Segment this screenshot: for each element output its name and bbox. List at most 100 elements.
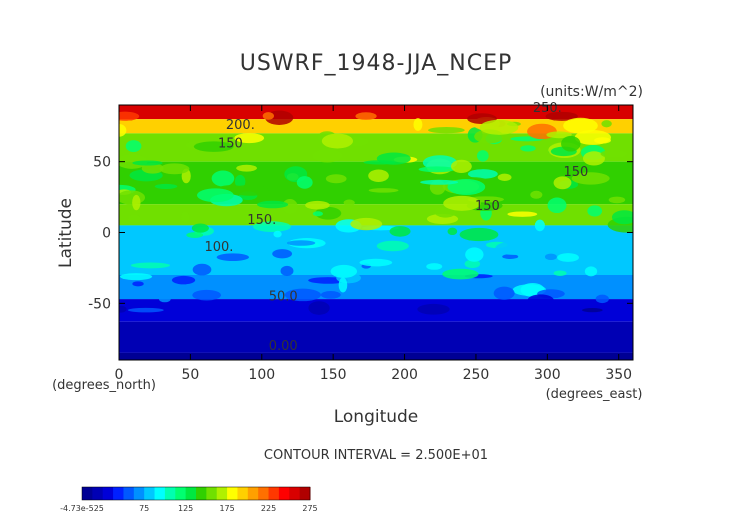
field-patch: [594, 195, 609, 203]
field-patch: [286, 240, 316, 246]
field-patch: [183, 283, 194, 292]
field-patch: [474, 164, 486, 170]
field-patch: [191, 223, 209, 233]
colorbar-swatch: [102, 487, 114, 500]
contour-label: 150: [218, 137, 243, 152]
field-patch: [132, 281, 144, 287]
colorbar-tick-label: -4.73e-525: [60, 504, 104, 513]
colorbar-swatch: [289, 487, 301, 500]
field-patch: [338, 277, 348, 293]
colorbar-swatch: [299, 487, 311, 500]
field-patch: [443, 195, 481, 211]
colorbar: -4.73e-525 75 125 175 225 275: [60, 486, 318, 513]
y-axis-label: Latitude: [56, 198, 76, 268]
colorbar-swatch: [227, 487, 238, 500]
contour-label: 100.: [204, 240, 233, 255]
field-patch: [596, 168, 631, 175]
field-patch: [581, 308, 603, 313]
field-patch: [262, 112, 275, 120]
field-patch: [132, 194, 141, 211]
field-patch: [426, 263, 443, 270]
field-patch: [547, 197, 567, 214]
field-patch: [355, 112, 377, 121]
contour-label: 200.: [226, 118, 255, 133]
field-patch: [417, 303, 450, 315]
field-patch: [442, 268, 479, 280]
field-patch: [571, 172, 610, 185]
field-patch: [447, 227, 458, 236]
field-patch: [236, 164, 257, 172]
colorbar-swatch: [206, 487, 218, 500]
field-patch: [563, 117, 598, 134]
field-patch: [257, 200, 289, 209]
field-patch: [459, 227, 499, 242]
field-patch: [534, 219, 545, 232]
field-patch: [220, 185, 243, 190]
x-axis-label: Longitude: [334, 407, 419, 427]
field-patch: [180, 211, 190, 223]
field-patch: [359, 258, 393, 267]
field-patch: [603, 277, 633, 284]
field-patch: [587, 205, 603, 217]
colorbar-swatch: [154, 487, 166, 500]
field-patch: [308, 301, 330, 315]
field-patch: [497, 173, 512, 181]
colorbar-swatch: [185, 487, 197, 500]
field-patch: [376, 240, 409, 252]
field-patch: [320, 290, 341, 299]
field-patch: [467, 169, 498, 179]
field-patch: [464, 259, 481, 269]
field-patch: [234, 174, 246, 189]
colorbar-swatch: [82, 487, 93, 500]
colorbar-swatch: [216, 487, 228, 500]
field-patch: [256, 175, 265, 182]
field-patch: [186, 232, 204, 238]
y-tick-label: 0: [102, 226, 111, 242]
colorbar-swatch: [133, 487, 145, 500]
field-patch: [192, 289, 221, 301]
field-patch: [159, 163, 190, 175]
field-patch: [420, 179, 459, 185]
x-tick-label: 150: [320, 367, 347, 383]
field-patch: [389, 226, 411, 237]
x-tick-label: 0: [115, 367, 124, 383]
field-patch: [495, 241, 533, 255]
field-patch: [450, 159, 472, 173]
field-patch: [477, 150, 489, 162]
field-patch: [197, 188, 234, 203]
plot-area: [119, 105, 633, 360]
field-patch: [267, 187, 296, 199]
field-patch: [252, 221, 291, 232]
field-patch: [368, 169, 389, 182]
colorbar-tick-label: 175: [219, 504, 234, 513]
colorbar-swatch: [247, 487, 259, 500]
units-label: (units:W/m^2): [540, 84, 643, 100]
field-patch: [321, 133, 354, 149]
colorbar-swatch: [237, 487, 249, 500]
x-tick-label: 50: [181, 367, 199, 383]
colorbar-tick-label: 75: [139, 504, 149, 513]
band-0: [119, 105, 633, 120]
field-patch: [192, 263, 212, 276]
band-4: [119, 204, 633, 226]
field-patch: [312, 211, 323, 217]
colorbar-tick-label: 125: [178, 504, 193, 513]
field-patch: [608, 196, 626, 204]
colorbar-tick-label: 275: [302, 504, 317, 513]
x-tick-label: 350: [605, 367, 632, 383]
contour-label: 0.00: [269, 339, 298, 354]
field-patch: [611, 210, 633, 225]
field-patch: [546, 131, 572, 139]
field-patch: [368, 188, 399, 193]
contour-interval-label: CONTOUR INTERVAL = 2.500E+01: [264, 448, 488, 463]
field-patch: [527, 294, 554, 307]
field-patch: [272, 249, 293, 259]
field-patch: [502, 254, 519, 260]
field-patch: [120, 273, 153, 281]
contour-label: 50.0: [269, 290, 298, 305]
field-patch: [376, 152, 411, 165]
contour-label: 150: [475, 199, 500, 214]
field-patch: [479, 119, 519, 135]
field-patch: [315, 206, 342, 220]
field-patch: [119, 190, 146, 205]
